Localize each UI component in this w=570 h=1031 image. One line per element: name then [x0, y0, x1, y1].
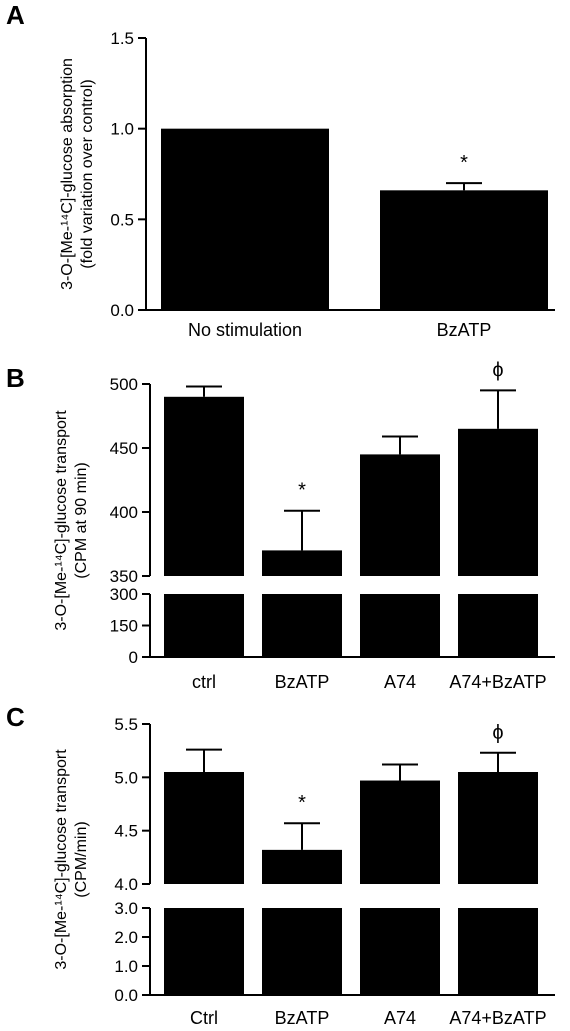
y-tick-label: 0.0: [114, 986, 138, 1005]
x-tick-label: BzATP: [275, 672, 330, 692]
y-tick-label: 3.0: [114, 899, 138, 918]
bar-lower-segment: [164, 594, 244, 657]
y-axis-subtitle: (CPM/min): [73, 821, 90, 897]
panel-letter: B: [6, 363, 25, 393]
y-axis-title: 3-O-[Me-¹⁴C]-glucose transport: [53, 410, 70, 631]
y-tick-label: 400: [110, 503, 138, 522]
x-tick-label: No stimulation: [188, 320, 302, 340]
significance-marker: *: [460, 152, 468, 174]
y-axis-title: 3-O-[Me-¹⁴C]-glucose absorption: [59, 58, 76, 290]
y-tick-label: 4.5: [114, 822, 138, 841]
bar-lower-segment: [458, 594, 538, 657]
panel-letter: A: [6, 0, 25, 30]
y-tick-label: 500: [110, 375, 138, 394]
bar: [164, 396, 244, 576]
bar: [164, 772, 244, 884]
bar: [262, 849, 342, 884]
y-axis-title: 3-O-[Me-¹⁴C]-glucose transport: [53, 749, 70, 970]
significance-marker: *: [298, 792, 306, 814]
y-axis-subtitle: (fold variation over control): [79, 79, 96, 268]
bar: [380, 190, 548, 310]
x-tick-label: A74: [384, 672, 416, 692]
bar-lower-segment: [360, 594, 440, 657]
significance-marker: ϕ: [492, 359, 503, 381]
significance-marker: *: [298, 480, 306, 502]
y-tick-label: 0.0: [110, 301, 134, 320]
y-axis-subtitle: (CPM at 90 min): [73, 462, 90, 578]
y-tick-label: 4.0: [114, 875, 138, 894]
y-tick-label: 0: [129, 648, 138, 667]
x-tick-label: Ctrl: [190, 1008, 218, 1028]
bar: [458, 428, 538, 576]
bar-lower-segment: [262, 908, 342, 995]
x-tick-label: A74+BzATP: [449, 672, 546, 692]
y-tick-label: 5.5: [114, 715, 138, 734]
bar-lower-segment: [262, 594, 342, 657]
bar: [360, 454, 440, 576]
bar: [458, 772, 538, 884]
y-tick-label: 150: [110, 617, 138, 636]
bar-lower-segment: [458, 908, 538, 995]
y-tick-label: 450: [110, 439, 138, 458]
y-tick-label: 350: [110, 567, 138, 586]
x-tick-label: BzATP: [275, 1008, 330, 1028]
x-tick-label: A74+BzATP: [449, 1008, 546, 1028]
y-tick-label: 300: [110, 585, 138, 604]
bar: [360, 780, 440, 884]
x-tick-label: BzATP: [437, 320, 492, 340]
y-tick-label: 1.0: [110, 120, 134, 139]
y-tick-label: 5.0: [114, 768, 138, 787]
bar-lower-segment: [164, 908, 244, 995]
x-tick-label: ctrl: [192, 672, 216, 692]
y-tick-label: 0.5: [110, 210, 134, 229]
x-tick-label: A74: [384, 1008, 416, 1028]
y-tick-label: 1.0: [114, 957, 138, 976]
significance-marker: ϕ: [492, 722, 503, 744]
bar-lower-segment: [360, 908, 440, 995]
bar: [161, 128, 329, 310]
panel-letter: C: [6, 702, 25, 732]
y-tick-label: 1.5: [110, 29, 134, 48]
bar: [262, 550, 342, 576]
y-tick-label: 2.0: [114, 928, 138, 947]
